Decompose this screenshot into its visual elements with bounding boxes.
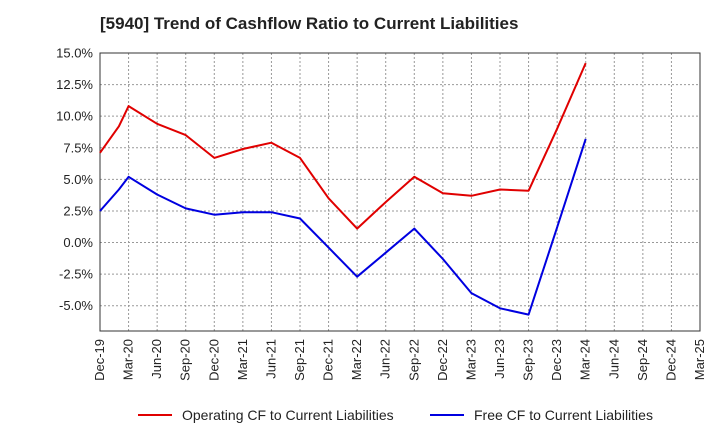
y-tick-label: 10.0% — [56, 109, 93, 124]
x-tick-label: Sep-21 — [292, 339, 307, 381]
y-tick-labels: 15.0% 12.5% 10.0% 7.5% 5.0% 2.5% 0.0% -2.5% -5.0… — [56, 46, 93, 314]
x-tick-label: Sep-24 — [635, 339, 650, 381]
x-tick-label: Dec-19 — [92, 339, 107, 381]
x-tick-label: Mar-20 — [121, 339, 136, 380]
y-tick-label: -2.5% — [59, 267, 93, 282]
series-line-free-cf — [99, 138, 587, 316]
legend-swatch-free-cf — [430, 414, 464, 416]
grid — [99, 52, 701, 331]
series-lines — [99, 62, 587, 316]
x-tick-label: Jun-23 — [492, 339, 507, 379]
x-tick-label: Jun-24 — [606, 339, 621, 379]
y-tick-label: 2.5% — [63, 203, 93, 218]
x-tick-label: Sep-23 — [521, 339, 536, 381]
y-tick-label: 15.0% — [56, 46, 93, 61]
x-tick-label: Sep-22 — [406, 339, 421, 381]
x-tick-label: Dec-23 — [549, 339, 564, 381]
y-tick-label: 7.5% — [63, 140, 93, 155]
x-tick-label: Dec-21 — [321, 339, 336, 381]
y-tick-label: 0.0% — [63, 235, 93, 250]
y-tick-label: -5.0% — [59, 298, 93, 313]
legend-label-free-cf: Free CF to Current Liabilities — [474, 407, 653, 423]
legend-label-operating-cf: Operating CF to Current Liabilities — [182, 407, 394, 423]
x-tick-label: Jun-21 — [263, 339, 278, 379]
x-tick-label: Mar-22 — [349, 339, 364, 380]
x-tick-label: Jun-20 — [149, 339, 164, 379]
x-tick-label: Mar-21 — [235, 339, 250, 380]
chart-title: [5940] Trend of Cashflow Ratio to Curren… — [100, 14, 519, 33]
y-tick-label: 12.5% — [56, 77, 93, 92]
series-line-operating-cf — [99, 62, 587, 230]
legend-item-free-cf: Free CF to Current Liabilities — [430, 404, 653, 426]
x-tick-label: Mar-23 — [463, 339, 478, 380]
plot-frame — [99, 52, 701, 332]
x-tick-label: Dec-22 — [435, 339, 450, 381]
x-tick-label: Jun-22 — [378, 339, 393, 379]
x-tick-label: Dec-24 — [663, 339, 678, 381]
axes — [99, 52, 701, 332]
x-tick-labels: Dec-19 Mar-20 Jun-20 Sep-20 Dec-20 Mar-21 Jun-… — [92, 339, 707, 381]
x-tick-label: Mar-25 — [692, 339, 707, 380]
x-tick-label: Mar-24 — [578, 339, 593, 380]
y-tick-label: 5.0% — [63, 172, 93, 187]
legend: Operating CF to Current Liabilities Free… — [0, 404, 720, 426]
legend-item-operating-cf: Operating CF to Current Liabilities — [138, 404, 394, 426]
x-tick-label: Dec-20 — [206, 339, 221, 381]
legend-swatch-operating-cf — [138, 414, 172, 416]
x-tick-label: Sep-20 — [178, 339, 193, 381]
